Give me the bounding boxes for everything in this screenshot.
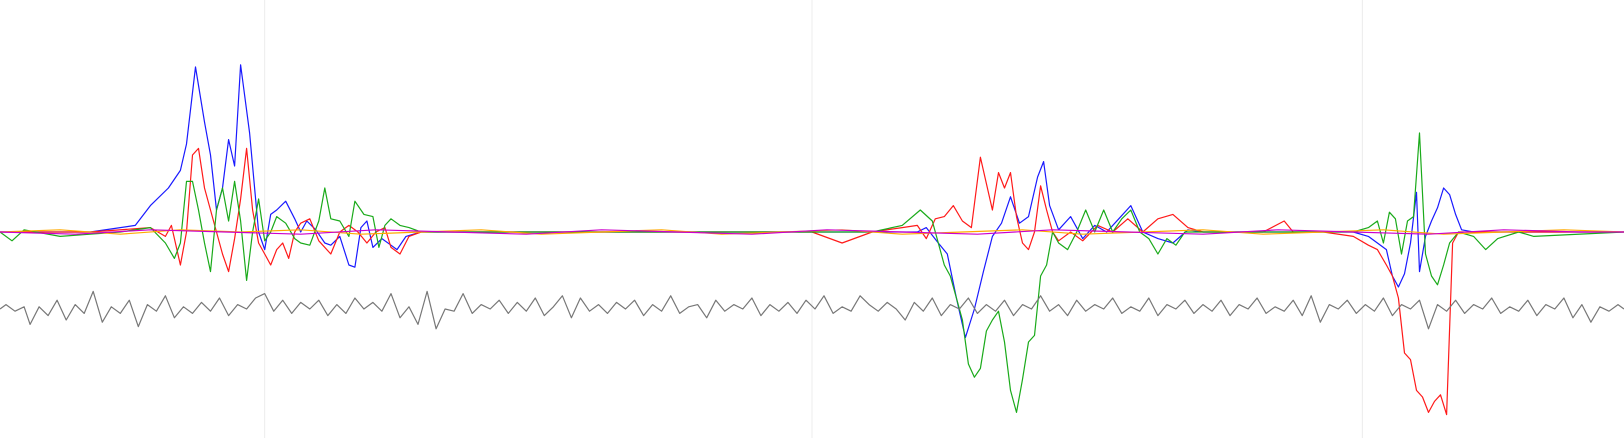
series-line-1 — [0, 147, 1624, 416]
series-line-5 — [0, 290, 1624, 330]
chart-series — [0, 64, 1624, 416]
series-line-4 — [0, 229, 1624, 235]
series-line-2 — [0, 132, 1624, 413]
series-line-0 — [0, 64, 1624, 339]
vertical-gridlines — [264, 0, 1363, 438]
